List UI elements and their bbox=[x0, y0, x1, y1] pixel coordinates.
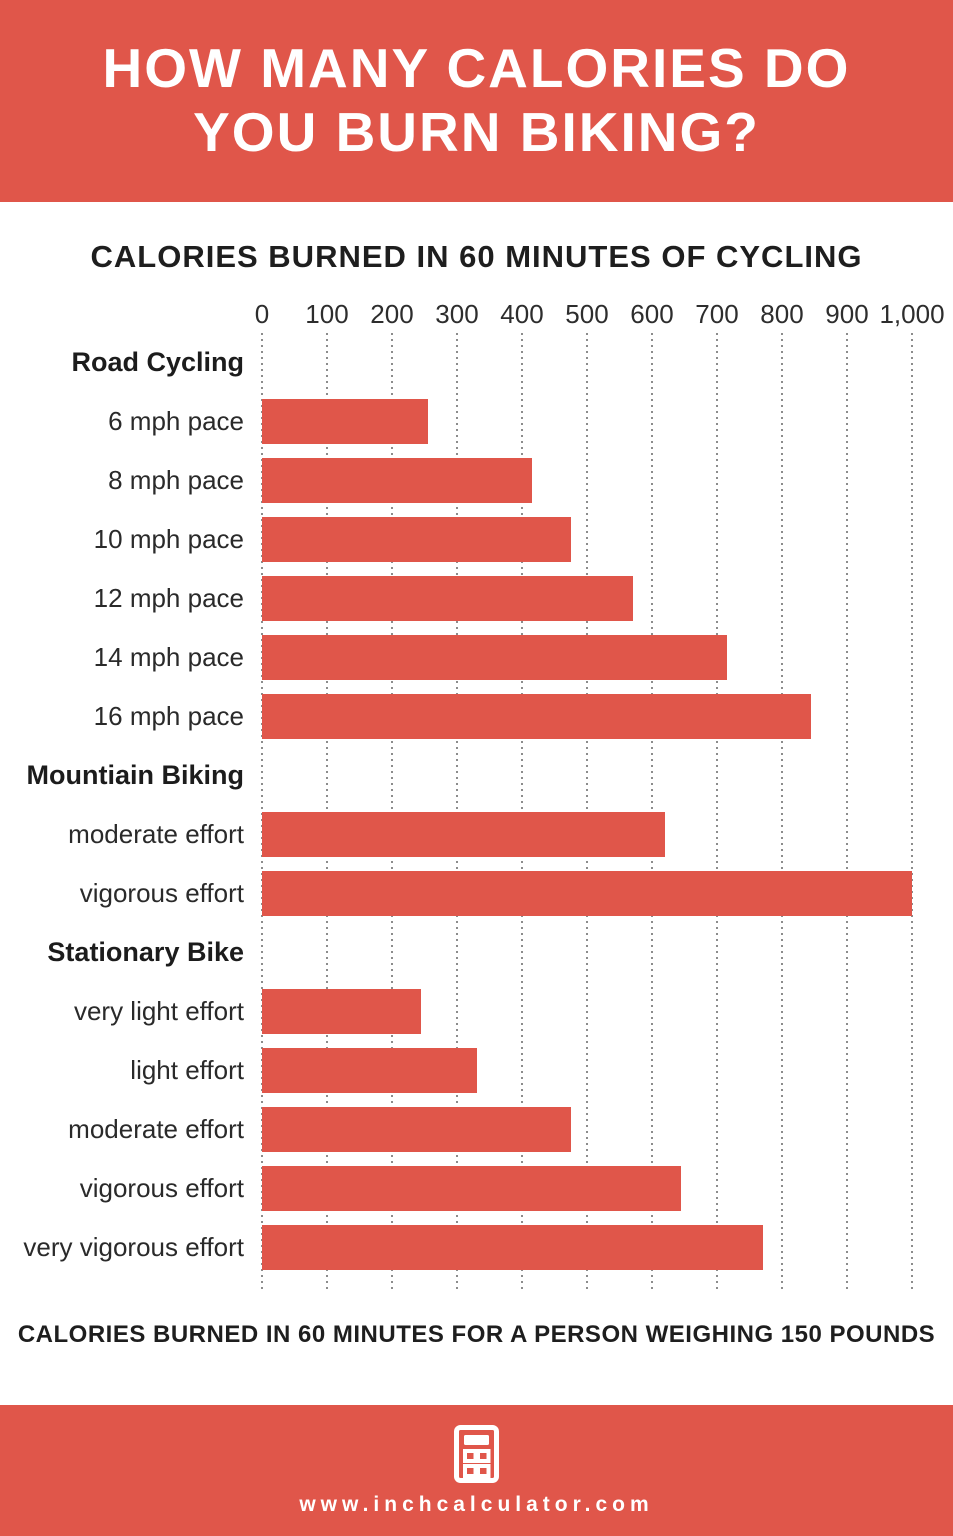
bar-area bbox=[262, 1100, 912, 1159]
bar-area bbox=[262, 923, 912, 982]
bar bbox=[262, 871, 912, 916]
bar-area bbox=[262, 687, 912, 746]
row-label: moderate effort bbox=[68, 819, 244, 849]
bar bbox=[262, 635, 727, 680]
row-label: moderate effort bbox=[68, 1114, 244, 1144]
bar bbox=[262, 989, 422, 1034]
chart-row: 10 mph pace bbox=[0, 510, 953, 569]
x-axis-tick-label: 200 bbox=[370, 299, 414, 329]
bar bbox=[262, 517, 571, 562]
chart-row: vigorous effort bbox=[0, 864, 953, 923]
x-axis-tick-label: 100 bbox=[305, 299, 349, 329]
bar bbox=[262, 812, 665, 857]
chart-rows: Road Cycling 6 mph pace 8 mph pace 10 mph p… bbox=[0, 333, 953, 1277]
group-header-row: Mountiain Biking bbox=[0, 746, 953, 805]
chart-row: moderate effort bbox=[0, 805, 953, 864]
row-label: vigorous effort bbox=[79, 1173, 244, 1203]
chart-row: 6 mph pace bbox=[0, 392, 953, 451]
bar-area bbox=[262, 333, 912, 392]
bar bbox=[262, 576, 633, 621]
infographic-title: HOW MANY CALORIES DO YOU BURN BIKING? bbox=[103, 37, 851, 165]
group-header-row: Stationary Bike bbox=[0, 923, 953, 982]
bar-area bbox=[262, 746, 912, 805]
bar-area bbox=[262, 1041, 912, 1100]
x-axis-tick-label: 500 bbox=[565, 299, 609, 329]
bar-area bbox=[262, 392, 912, 451]
group-header-row: Road Cycling bbox=[0, 333, 953, 392]
site-url: www.inchcalculator.com bbox=[299, 1492, 654, 1516]
footer-band: www.inchcalculator.com bbox=[0, 1405, 953, 1536]
chart-row: 12 mph pace bbox=[0, 569, 953, 628]
row-label: 12 mph pace bbox=[93, 583, 244, 613]
chart-row: very light effort bbox=[0, 982, 953, 1041]
bar-area bbox=[262, 1218, 912, 1277]
bar bbox=[262, 458, 532, 503]
bar-area bbox=[262, 805, 912, 864]
row-label: light effort bbox=[130, 1055, 244, 1085]
chart-row: 8 mph pace bbox=[0, 451, 953, 510]
bar bbox=[262, 1225, 763, 1270]
bar-area bbox=[262, 1159, 912, 1218]
chart-row: moderate effort bbox=[0, 1100, 953, 1159]
x-axis-tick-label: 300 bbox=[435, 299, 479, 329]
bar bbox=[262, 1107, 571, 1152]
chart-row: very vigorous effort bbox=[0, 1218, 953, 1277]
bar-area bbox=[262, 864, 912, 923]
bar bbox=[262, 399, 428, 444]
x-axis-tick-label: 800 bbox=[760, 299, 804, 329]
x-axis-tick-label: 700 bbox=[695, 299, 739, 329]
infographic-title-line2: YOU BURN BIKING? bbox=[193, 101, 760, 163]
bar-area bbox=[262, 628, 912, 687]
row-label: 14 mph pace bbox=[93, 642, 244, 672]
bar-area bbox=[262, 569, 912, 628]
row-label: very vigorous effort bbox=[23, 1232, 244, 1262]
chart-row: light effort bbox=[0, 1041, 953, 1100]
bar-area bbox=[262, 982, 912, 1041]
group-label: Mountiain Biking bbox=[26, 760, 244, 790]
header-band: HOW MANY CALORIES DO YOU BURN BIKING? bbox=[0, 0, 953, 202]
group-label: Road Cycling bbox=[71, 347, 244, 377]
plot-area: Road Cycling 6 mph pace 8 mph pace 10 mph p… bbox=[0, 333, 953, 1289]
bar bbox=[262, 1048, 477, 1093]
chart-row: 16 mph pace bbox=[0, 687, 953, 746]
group-label: Stationary Bike bbox=[47, 937, 244, 967]
row-label: vigorous effort bbox=[79, 878, 244, 908]
x-axis-tick-label: 0 bbox=[254, 299, 270, 329]
chart-footnote: CALORIES BURNED IN 60 MINUTES FOR A PERS… bbox=[17, 1321, 936, 1348]
row-label: 16 mph pace bbox=[93, 701, 244, 731]
chart-row: 14 mph pace bbox=[0, 628, 953, 687]
row-label: 6 mph pace bbox=[108, 406, 244, 436]
chart-row: vigorous effort bbox=[0, 1159, 953, 1218]
row-label: 8 mph pace bbox=[108, 465, 244, 495]
bar bbox=[262, 694, 812, 739]
x-axis-tick-label: 600 bbox=[630, 299, 674, 329]
row-label: very light effort bbox=[73, 996, 244, 1026]
x-axis-tick-label: 900 bbox=[825, 299, 869, 329]
calculator-icon bbox=[454, 1424, 499, 1483]
x-axis-tick-label: 1,000 bbox=[879, 299, 945, 329]
bar-area bbox=[262, 451, 912, 510]
bar-area bbox=[262, 510, 912, 569]
bar-chart: 0 100 200 300 400 500 600 700 800 900 1,000 Road C… bbox=[0, 299, 953, 1289]
infographic-title-line1: HOW MANY CALORIES DO bbox=[102, 37, 851, 100]
x-axis: 0 100 200 300 400 500 600 700 800 900 1,000 bbox=[255, 299, 945, 333]
row-label: 10 mph pace bbox=[93, 524, 244, 554]
x-axis-tick-label: 400 bbox=[500, 299, 544, 329]
bar bbox=[262, 1166, 682, 1211]
chart-title: CALORIES BURNED IN 60 MINUTES OF CYCLING bbox=[90, 239, 863, 274]
